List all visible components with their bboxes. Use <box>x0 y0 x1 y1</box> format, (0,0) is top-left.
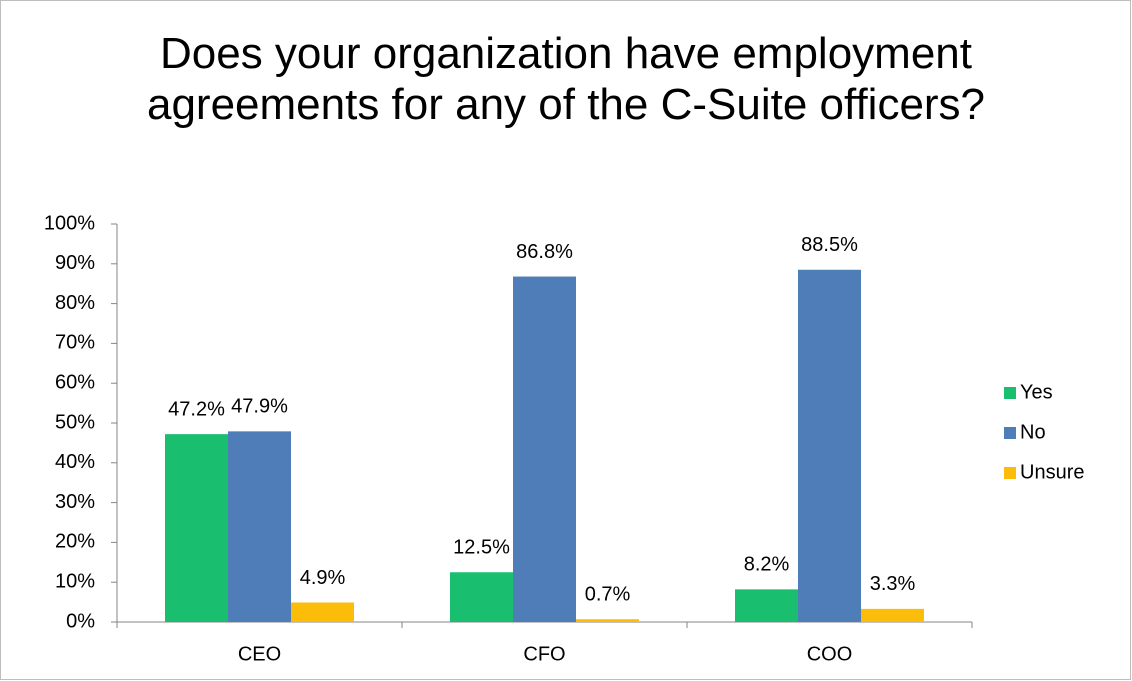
bar <box>576 619 639 622</box>
x-tick-label: CFO <box>523 643 565 665</box>
y-tick-label: 30% <box>55 491 95 513</box>
bar <box>861 608 924 622</box>
y-tick-label: 50% <box>55 411 95 433</box>
bar <box>513 276 576 622</box>
bar <box>735 589 798 622</box>
legend-label: Yes <box>1020 381 1053 403</box>
data-label: 86.8% <box>516 241 573 263</box>
data-label: 47.9% <box>231 396 288 418</box>
data-label: 88.5% <box>801 234 858 256</box>
legend-swatch <box>1004 467 1016 479</box>
data-label: 0.7% <box>585 583 631 605</box>
data-label: 12.5% <box>453 537 510 559</box>
y-tick-label: 20% <box>55 531 95 553</box>
data-label: 8.2% <box>744 554 790 576</box>
data-label: 47.2% <box>168 398 225 420</box>
legend-swatch <box>1004 387 1016 399</box>
data-label: 3.3% <box>870 573 916 595</box>
y-tick-label: 80% <box>55 292 95 314</box>
y-tick-label: 60% <box>55 371 95 393</box>
chart-title: Does your organization have employment a… <box>146 29 986 129</box>
x-tick-label: COO <box>807 643 853 665</box>
y-tick-label: 90% <box>55 252 95 274</box>
bar <box>450 572 513 622</box>
y-tick-label: 40% <box>55 451 95 473</box>
legend-swatch <box>1004 427 1016 439</box>
y-tick-label: 0% <box>66 610 95 632</box>
data-label: 4.9% <box>300 567 346 589</box>
y-tick-label: 100% <box>44 212 95 234</box>
bar <box>291 602 354 622</box>
bar <box>798 269 861 622</box>
bar <box>165 434 228 622</box>
legend-label: Unsure <box>1020 461 1084 483</box>
legend-label: No <box>1020 421 1046 443</box>
bar <box>228 431 291 622</box>
x-tick-label: CEO <box>238 643 281 665</box>
y-tick-label: 10% <box>55 570 95 592</box>
y-tick-label: 70% <box>55 332 95 354</box>
